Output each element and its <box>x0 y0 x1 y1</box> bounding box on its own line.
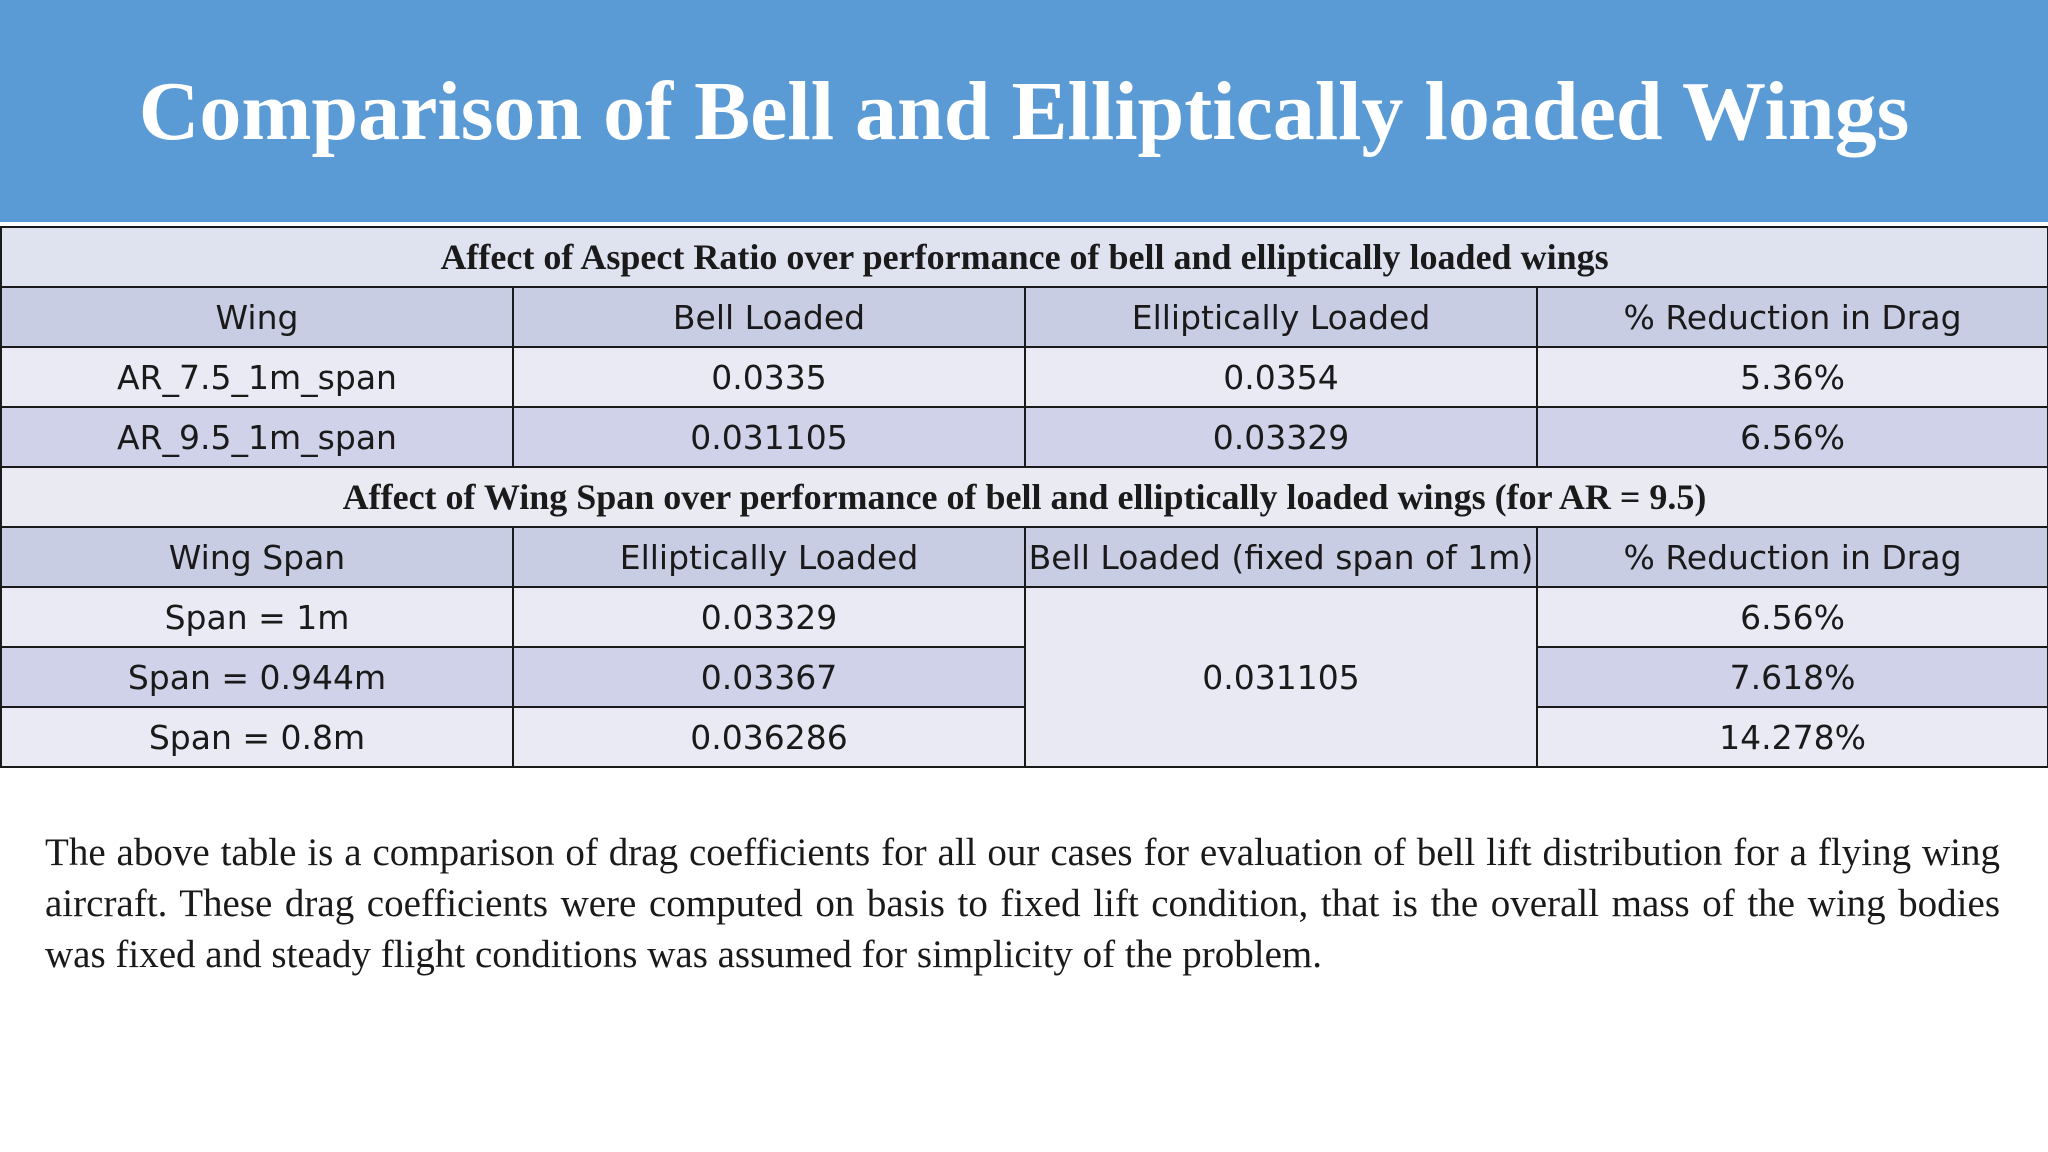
table-cell: 6.56% <box>1535 586 2048 648</box>
header-cell: Bell Loaded (fixed span of 1m) <box>1024 526 1538 588</box>
header-cell: % Reduction in Drag <box>1535 526 2048 588</box>
header-cell: Wing Span <box>0 526 514 588</box>
table-row: Span = 0.8m 0.036286 14.278% <box>0 706 2048 768</box>
table-row: AR_7.5_1m_span 0.0335 0.0354 5.36% <box>0 346 2048 408</box>
section2-title-row: Affect of Wing Span over performance of … <box>0 466 2048 528</box>
slide-title: Comparison of Bell and Elliptically load… <box>138 65 1910 158</box>
header-cell: Wing <box>0 286 514 348</box>
table-cell: 0.0335 <box>512 346 1026 408</box>
comparison-table: Affect of Aspect Ratio over performance … <box>0 226 2048 768</box>
table-cell: AR_7.5_1m_span <box>0 346 514 408</box>
table-cell: 0.036286 <box>512 706 1026 768</box>
header-cell: Elliptically Loaded <box>1024 286 1538 348</box>
section2-header-row: Wing Span Elliptically Loaded Bell Loade… <box>0 526 2048 588</box>
header-cell: Elliptically Loaded <box>512 526 1026 588</box>
table-row: Span = 0.944m 0.03367 7.618% <box>0 646 2048 708</box>
table-cell: 0.031105 <box>512 406 1026 468</box>
table-cell: Span = 0.944m <box>0 646 514 708</box>
header-cell: Bell Loaded <box>512 286 1026 348</box>
merged-bell-loaded-cell: 0.031105 <box>1024 586 1538 768</box>
section1-title-row: Affect of Aspect Ratio over performance … <box>0 226 2048 288</box>
table-cell: 0.03367 <box>512 646 1026 708</box>
section1-title: Affect of Aspect Ratio over performance … <box>0 226 2048 288</box>
table-row: Span = 1m 0.03329 0.031105 6.56% <box>0 586 2048 768</box>
table-cell: 7.618% <box>1535 646 2048 708</box>
section2-title: Affect of Wing Span over performance of … <box>0 466 2048 528</box>
title-band <box>0 0 2048 222</box>
table-cell: 5.36% <box>1535 346 2048 408</box>
table-cell: 0.03329 <box>1024 406 1538 468</box>
table-cell: 0.0354 <box>1024 346 1538 408</box>
table-cell: 0.03329 <box>512 586 1026 648</box>
table-cell: 14.278% <box>1535 706 2048 768</box>
header-cell: % Reduction in Drag <box>1535 286 2048 348</box>
summary-paragraph: The above table is a comparison of drag … <box>45 831 2000 976</box>
table-cell: Span = 0.8m <box>0 706 514 768</box>
table-row: AR_9.5_1m_span 0.031105 0.03329 6.56% <box>0 406 2048 468</box>
table-cell: AR_9.5_1m_span <box>0 406 514 468</box>
section1-header-row: Wing Bell Loaded Elliptically Loaded % R… <box>0 286 2048 348</box>
table-cell: Span = 1m <box>0 586 514 648</box>
table-cell: 6.56% <box>1535 406 2048 468</box>
